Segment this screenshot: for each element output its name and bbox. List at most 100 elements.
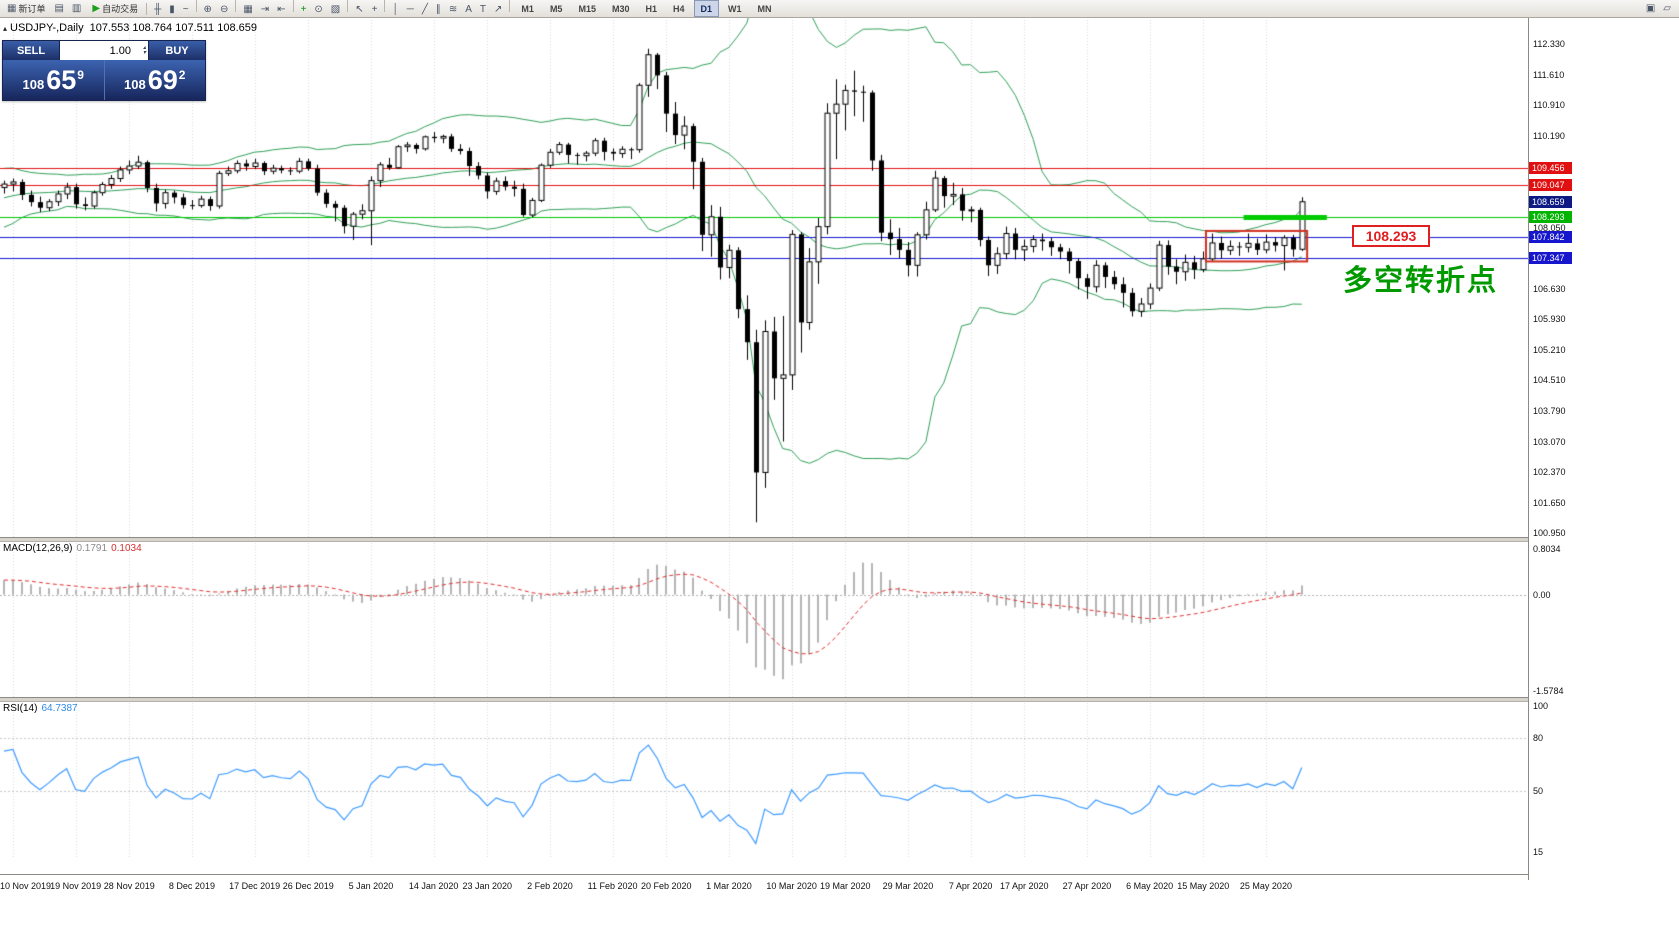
horizontal-line-icon[interactable]: ─ xyxy=(406,3,414,15)
toolbar-separator xyxy=(146,2,148,15)
chart-window: 10 Nov 2019 19 Nov 2019 28 Nov 2019 8 Dec 2… xyxy=(0,17,1679,942)
templates-icon[interactable]: ▧ xyxy=(330,3,341,15)
price-axis-label: 105.930 xyxy=(1533,314,1566,325)
price-axis-label: 102.370 xyxy=(1533,467,1566,478)
price-chart-canvas[interactable] xyxy=(0,17,1528,537)
turning-point-annotation[interactable]: 多空转折点 xyxy=(1343,265,1499,297)
price-axis-label: 111.610 xyxy=(1533,69,1565,80)
collapse-arrow-icon[interactable]: ▴ xyxy=(3,24,8,33)
buy-price-pips: 69 xyxy=(147,64,178,95)
price-level-label[interactable]: 108.293 xyxy=(1352,225,1430,247)
macd-axis-label: 0.00 xyxy=(1533,589,1551,600)
timeframe-h1[interactable]: H1 xyxy=(645,3,657,14)
autotrade-label: 自动交易 xyxy=(102,4,139,14)
periods-icon[interactable]: ⊙ xyxy=(314,3,323,15)
spinner-up-icon[interactable]: ▴ xyxy=(142,44,146,51)
timeframe-m1[interactable]: M1 xyxy=(521,3,534,14)
volume-input[interactable]: 1.00 ▴ ▾ xyxy=(59,41,149,60)
label-icon[interactable]: T xyxy=(479,3,487,15)
symbol-ohlc-bar: ▴ USDJPY-,Daily 107.553 108.764 107.511 10… xyxy=(3,22,257,34)
profiles-icon[interactable]: ▥ xyxy=(71,3,82,14)
rsi-axis-label: 80 xyxy=(1533,733,1544,744)
macd-pane-canvas[interactable] xyxy=(0,540,1528,697)
cursor-icon[interactable]: ↖ xyxy=(355,3,364,15)
toolbar-separator xyxy=(292,0,294,12)
rsi-pane-canvas[interactable] xyxy=(0,700,1528,857)
macd-indicator-label: MACD(12,26,9) 0.1791 0.1034 xyxy=(3,543,142,554)
time-axis-label: 1 Mar 2020 xyxy=(706,881,752,891)
time-axis-label: 7 Apr 2020 xyxy=(948,881,993,891)
price-axis-badge: 109.456 xyxy=(1529,161,1572,174)
price-axis[interactable]: 112.330 111.610 110.910 110.190 108.050 106.6… xyxy=(1528,17,1679,880)
candlestick-chart-icon[interactable]: ▮ xyxy=(169,3,175,15)
edit-icon[interactable]: ▱ xyxy=(1663,3,1671,14)
volume-spinner[interactable]: ▴ ▾ xyxy=(142,44,146,56)
price-axis-badge: 108.293 xyxy=(1529,211,1572,224)
spinner-down-icon[interactable]: ▾ xyxy=(142,49,146,56)
timeframe-w1[interactable]: W1 xyxy=(728,3,742,14)
time-axis-label: 2 Feb 2020 xyxy=(527,881,573,891)
channel-icon[interactable]: ∥ xyxy=(435,3,441,15)
price-axis-badge: 109.047 xyxy=(1529,179,1572,192)
price-axis-label: 105.210 xyxy=(1533,344,1566,355)
ohlc-values: 107.553 108.764 107.511 108.659 xyxy=(89,22,257,34)
crosshair-icon[interactable]: + xyxy=(371,3,378,15)
toolbar-separator xyxy=(509,0,511,12)
rsi-indicator-label: RSI(14) 64.7387 xyxy=(3,703,78,714)
trendline-icon[interactable]: ╱ xyxy=(421,3,428,15)
buy-button[interactable]: 108 69 2 xyxy=(104,60,205,100)
toolbar-separator xyxy=(195,0,197,12)
bar-chart-icon[interactable]: ╫ xyxy=(154,3,162,15)
time-axis-label: 10 Mar 2020 xyxy=(766,881,817,891)
time-axis-label: 10 Nov 2019 xyxy=(0,881,52,891)
fibonacci-icon[interactable]: ≋ xyxy=(448,3,458,15)
vertical-line-icon[interactable]: │ xyxy=(392,3,399,15)
main-toolbar: ▦ 新订单 ▤ ▥ ▶ 自动交易 ╫ ▮ ~ ⊕ ⊖ ▦ ⇥ ⇤ + ⊙ ▧ ↖ + │ ─ ╱ ∥ ≋ A T ↗ M1… xyxy=(0,0,1679,18)
timeframe-d1[interactable]: D1 xyxy=(693,0,720,17)
pane-separator[interactable] xyxy=(0,537,1569,542)
price-axis-label: 110.190 xyxy=(1533,130,1565,141)
autotrade-button[interactable]: ▶ 自动交易 xyxy=(86,0,142,17)
pane-separator[interactable] xyxy=(0,697,1569,702)
buy-price-big: 108 xyxy=(124,76,146,92)
time-axis-label: 27 Apr 2020 xyxy=(1062,881,1112,891)
time-axis-label: 19 Nov 2019 xyxy=(50,881,102,891)
line-chart-icon[interactable]: ~ xyxy=(182,3,189,15)
buy-header-button[interactable]: BUY xyxy=(149,41,205,60)
timeframe-m30[interactable]: M30 xyxy=(611,3,630,14)
price-axis-label: 101.650 xyxy=(1533,497,1566,508)
price-axis-label: 103.790 xyxy=(1533,405,1566,416)
volume-value: 1.00 xyxy=(109,44,131,57)
price-axis-label: 110.910 xyxy=(1533,100,1565,111)
timeframe-mn[interactable]: MN xyxy=(757,3,772,14)
sell-price-pips: 65 xyxy=(46,64,77,95)
new-order-icon: ▦ xyxy=(7,3,17,14)
time-axis-label: 14 Jan 2020 xyxy=(408,881,459,891)
new-chart-icon[interactable]: ▤ xyxy=(54,3,64,14)
auto-scroll-icon[interactable]: ⇥ xyxy=(260,3,270,15)
arrows-icon[interactable]: ↗ xyxy=(494,3,503,15)
price-axis-label: 112.330 xyxy=(1533,39,1565,49)
time-axis[interactable]: 10 Nov 2019 19 Nov 2019 28 Nov 2019 8 Dec 2… xyxy=(0,874,1569,898)
buy-price-frac: 2 xyxy=(178,68,186,82)
price-axis-badge: 108.659 xyxy=(1529,195,1572,208)
macd-axis-label: -1.5784 xyxy=(1533,686,1564,696)
zoom-in-icon[interactable]: ⊕ xyxy=(203,3,212,15)
text-icon[interactable]: A xyxy=(465,3,472,15)
indicators-icon[interactable]: + xyxy=(300,3,307,15)
zoom-out-icon[interactable]: ⊖ xyxy=(219,3,229,15)
tile-windows-icon[interactable]: ▦ xyxy=(243,3,253,15)
sell-header-button[interactable]: SELL xyxy=(3,41,59,60)
new-order-button[interactable]: ▦ 新订单 xyxy=(1,0,49,17)
timeframe-m5[interactable]: M5 xyxy=(549,3,563,14)
template-icon[interactable]: ▣ xyxy=(1645,3,1656,14)
timeframe-h4[interactable]: H4 xyxy=(673,3,685,14)
time-axis-label: 17 Dec 2019 xyxy=(229,881,281,891)
timeframe-m15[interactable]: M15 xyxy=(578,3,596,14)
price-axis-label: 106.630 xyxy=(1533,283,1566,294)
sell-button[interactable]: 108 65 9 xyxy=(3,60,105,100)
time-axis-label: 23 Jan 2020 xyxy=(462,881,513,891)
toolbar-separator xyxy=(347,0,349,12)
chart-shift-icon[interactable]: ⇤ xyxy=(277,3,286,15)
